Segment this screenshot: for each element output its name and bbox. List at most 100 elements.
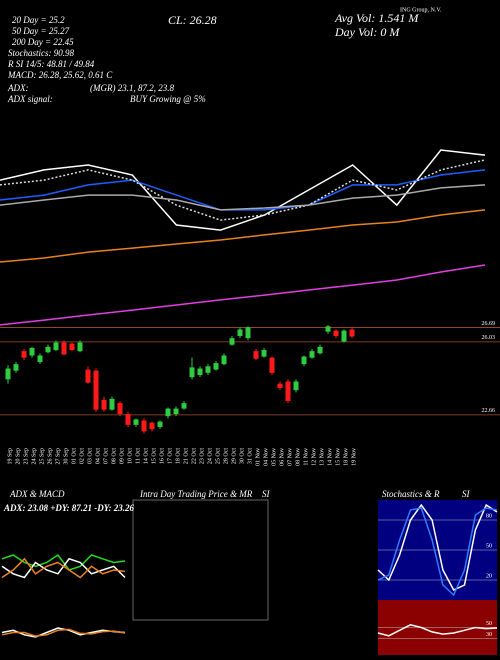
x-tick-label: 01 Oct [71,448,77,464]
panel-title: SI [262,489,271,499]
series-line [0,184,486,211]
x-tick-label: 14 Oct [143,448,149,464]
series-line [0,264,486,326]
candle-body [245,327,251,339]
x-tick-label: 11 Oct [135,448,141,464]
candle-body [213,363,219,370]
candle-body [117,403,123,414]
x-tick-label: 02 Oct [79,448,85,464]
x-tick-label: 11 Nov [303,448,309,466]
x-tick-label: 26 Sep [47,448,53,465]
candle-body [237,329,243,336]
y-tick-label: 80 [486,513,492,519]
candle-body [173,408,179,414]
candle-body [309,351,315,358]
y-tick-label: 26.03 [482,335,496,341]
x-tick-label: 13 Nov [319,448,325,466]
candle-body [93,370,99,410]
x-tick-label: 24 Oct [207,448,213,464]
y-tick-label: 20 [486,573,492,579]
candle-body [13,364,19,371]
x-tick-label: 04 Oct [95,448,101,464]
panel-title: Intra Day Trading Price & MR [139,489,253,499]
series-line [0,159,486,221]
x-tick-label: 15 Oct [151,448,157,464]
intraday-box [132,499,269,621]
x-tick-label: 25 Oct [215,448,221,464]
x-tick-label: 09 Oct [119,448,125,464]
x-tick-label: 19 Nov [351,448,357,466]
avg-vol: Avg Vol: 1.541 M [334,11,419,25]
day200: 200 Day = 22.45 [12,37,74,47]
candle-body [261,350,267,357]
x-tick-label: 28 Oct [223,448,229,464]
series-line [377,503,498,591]
x-tick-label: 03 Oct [87,448,93,464]
x-tick-label: 08 Oct [111,448,117,464]
candle-body [77,342,83,352]
candle-body [157,421,163,427]
adx-values: (MGR) 23.1, 87.2, 23.8 [90,83,174,93]
x-tick-label: 10 Oct [127,448,133,464]
x-tick-label: 12 Nov [311,448,317,466]
x-tick-label: 24 Sep [31,448,37,465]
x-tick-label: 17 Oct [167,448,173,464]
x-tick-label: 19 Sep [7,448,13,465]
day50: 50 Day = 25.27 [12,26,70,36]
candle-body [45,346,51,353]
adx-signal: ADX signal: [7,94,53,104]
y-tick-label: 50 [486,543,492,549]
candle-body [61,342,67,355]
day20: 20 Day = 25.2 [12,15,65,25]
x-tick-label: 15 Nov [335,448,341,466]
series-line [1,628,126,637]
candle-body [253,351,259,359]
candle-body [5,368,11,380]
x-tick-label: 30 Oct [239,448,245,464]
candle-body [205,366,211,373]
candle-body [333,330,339,336]
adx: ADX: [7,83,29,93]
series-line [377,507,498,597]
close: CL: 26.28 [168,13,217,27]
candle-body [85,369,91,383]
y-tick-label: 50 [486,621,492,627]
y-tick-label: 30 [486,632,492,638]
y-tick-label: 26.69 [482,321,496,327]
candle-body [125,414,131,425]
candle-body [293,381,299,391]
candle-body [133,419,139,425]
x-tick-label: 07 Nov [287,448,293,466]
candle-body [165,408,171,417]
x-tick-label: 25 Sep [39,448,45,465]
candle-body [197,368,203,375]
candle-body [101,399,107,410]
rsi: R SI 14/5: 48.81 / 49.84 [7,59,95,69]
candle-body [341,330,347,342]
candle-body [349,329,355,337]
candle-body [301,356,307,365]
candle-body [317,346,323,354]
x-tick-label: 18 Oct [175,448,181,464]
x-tick-label: 21 Oct [183,448,189,464]
x-tick-label: 29 Oct [231,448,237,464]
candle-body [53,342,59,351]
series-line [1,557,126,579]
adx-signal-value: BUY Growing @ 5% [130,94,206,104]
series-line [0,209,486,263]
adx-readout: ADX: 23.08 +DY: 87.21 -DY: 23.26 [3,503,134,513]
x-tick-label: 07 Oct [103,448,109,464]
stochastics: Stochastics: 90.98 [8,48,74,58]
series-line [0,169,486,211]
x-tick-label: 14 Nov [327,448,333,466]
x-tick-label: 20 Sep [15,448,21,465]
series-line [377,624,498,637]
candle-body [189,367,195,378]
x-tick-label: 27 Sep [55,448,61,465]
candle-body [269,357,275,373]
candle-body [229,338,235,345]
top-caption: ING Group, N.V. [400,7,442,13]
x-tick-label: 31 Oct [247,448,253,464]
